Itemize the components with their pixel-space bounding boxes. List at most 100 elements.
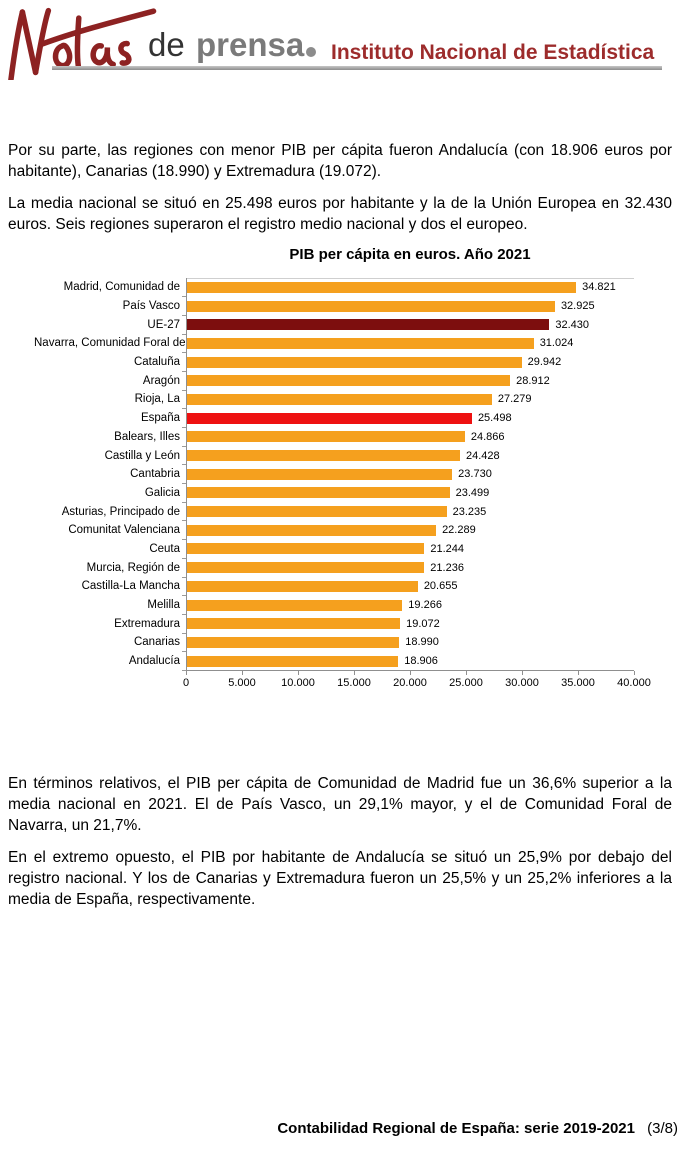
bar bbox=[187, 431, 465, 443]
value-label: 19.072 bbox=[406, 617, 440, 630]
chart-row: Madrid, Comunidad de 34.821 bbox=[34, 278, 634, 297]
category-label: Melilla bbox=[147, 599, 180, 612]
logo-prensa-text: prensa bbox=[196, 26, 305, 63]
chart-row: Comunitat Valenciana 22.289 bbox=[34, 520, 634, 540]
value-label: 32.925 bbox=[560, 300, 595, 313]
paragraph-relative-below: En el extremo opuesto, el PIB por habita… bbox=[8, 848, 672, 908]
chart-row: País Vasco 32.925 bbox=[34, 296, 634, 316]
x-tick bbox=[186, 671, 187, 676]
bar-track: 32.430 bbox=[182, 315, 634, 335]
value-label: 25.498 bbox=[477, 412, 512, 425]
bar bbox=[187, 319, 550, 331]
bar bbox=[187, 393, 492, 405]
x-tick bbox=[634, 671, 635, 676]
footer-page-number: (3/8) bbox=[647, 1120, 678, 1137]
bar-track: 24.428 bbox=[182, 446, 634, 466]
x-tick bbox=[522, 671, 523, 676]
bar bbox=[187, 524, 437, 536]
bar-track: 29.942 bbox=[182, 352, 634, 372]
bar-track: 23.499 bbox=[182, 483, 634, 503]
category-label: Murcia, Región de bbox=[86, 561, 180, 574]
x-tick bbox=[578, 671, 579, 676]
chart-row: Castilla-La Mancha 20.655 bbox=[34, 577, 634, 596]
category-label: Cantabria bbox=[130, 468, 180, 481]
bar-track: 20.655 bbox=[182, 577, 634, 596]
paragraph-national-average: La media nacional se situó en 25.498 eur… bbox=[8, 194, 672, 233]
bar bbox=[187, 468, 453, 480]
category-label: UE-27 bbox=[147, 318, 180, 331]
header-divider bbox=[52, 66, 662, 70]
plot-top-border bbox=[186, 278, 634, 279]
bar bbox=[187, 281, 577, 293]
bar-track: 22.289 bbox=[182, 520, 634, 540]
bar bbox=[187, 356, 522, 368]
category-label: Rioja, La bbox=[134, 393, 180, 406]
value-label: 19.266 bbox=[408, 599, 442, 612]
bar bbox=[187, 300, 555, 312]
bar-chart: Madrid, Comunidad de 34.821 País Vasco 32.9… bbox=[34, 278, 651, 694]
chart-row: Andalucía 18.906 bbox=[34, 651, 634, 671]
value-label: 20.655 bbox=[423, 580, 458, 593]
bar-track: 21.244 bbox=[182, 539, 634, 559]
value-label: 23.499 bbox=[455, 486, 490, 499]
category-label: País Vasco bbox=[122, 300, 180, 313]
chart-title: PIB per cápita en euros. Año 2021 bbox=[289, 246, 531, 263]
bar-track: 23.235 bbox=[182, 502, 634, 522]
value-label: 21.236 bbox=[430, 561, 464, 574]
category-label: Castilla y León bbox=[104, 449, 180, 462]
bar bbox=[187, 618, 401, 630]
chart-x-axis: 0 5.000 10.000 15.000 20.000 25.000 30.000 35.0… bbox=[182, 670, 651, 694]
value-label: 31.024 bbox=[539, 337, 574, 350]
x-tick-label: 0 bbox=[182, 677, 190, 690]
category-label: Balears, Illes bbox=[114, 430, 180, 443]
x-tick-label: 40.000 bbox=[617, 677, 651, 690]
x-tick bbox=[410, 671, 411, 676]
chart-row: Galicia 23.499 bbox=[34, 483, 634, 503]
category-label: Extremadura bbox=[114, 617, 180, 630]
bar bbox=[187, 412, 472, 424]
bar bbox=[187, 487, 450, 499]
bar-track: 27.279 bbox=[182, 390, 634, 409]
chart-row: Melilla 19.266 bbox=[34, 595, 634, 615]
bar-track: 28.912 bbox=[182, 371, 634, 391]
bar-track: 25.498 bbox=[182, 408, 634, 428]
bar bbox=[187, 655, 399, 667]
value-label: 22.289 bbox=[442, 524, 476, 537]
value-label: 24.428 bbox=[465, 449, 500, 462]
category-label: Galicia bbox=[144, 486, 180, 499]
chart-row: España 25.498 bbox=[34, 408, 634, 428]
category-label: Castilla-La Mancha bbox=[81, 580, 180, 593]
bar-track: 19.266 bbox=[182, 595, 634, 615]
bar bbox=[187, 636, 400, 648]
category-label: Comunitat Valenciana bbox=[68, 524, 180, 537]
paragraph-lowest-regions: Por su parte, las regiones con menor PIB… bbox=[8, 141, 672, 180]
bar bbox=[187, 337, 534, 349]
bar-track: 31.024 bbox=[182, 334, 634, 353]
value-label: 34.821 bbox=[582, 281, 616, 294]
x-tick-label: 15.000 bbox=[337, 677, 371, 690]
institution-title: Instituto Nacional de Estadística bbox=[331, 41, 655, 64]
value-label: 28.912 bbox=[516, 374, 550, 387]
chart-row: Asturias, Principado de 23.235 bbox=[34, 502, 634, 522]
bar-track: 23.730 bbox=[182, 464, 634, 484]
chart-row: Murcia, Región de 21.236 bbox=[34, 558, 634, 578]
category-label: Canarias bbox=[133, 636, 180, 649]
category-label: Madrid, Comunidad de bbox=[63, 281, 180, 294]
category-label: Aragón bbox=[142, 374, 180, 387]
chart-row: Rioja, La 27.279 bbox=[34, 390, 634, 409]
bar bbox=[187, 580, 418, 592]
chart-row: Extremadura 19.072 bbox=[34, 614, 634, 634]
paragraph-relative-above: En términos relativos, el PIB per cápita… bbox=[8, 774, 672, 834]
bar-track: 18.990 bbox=[182, 633, 634, 652]
notas-script-logo-icon bbox=[8, 7, 157, 80]
chart-row: Cataluña 29.942 bbox=[34, 352, 634, 372]
chart-row: Ceuta 21.244 bbox=[34, 539, 634, 559]
value-label: 27.279 bbox=[497, 393, 532, 406]
x-tick-label: 25.000 bbox=[449, 677, 483, 690]
x-tick bbox=[242, 671, 243, 676]
value-label: 32.430 bbox=[555, 318, 590, 331]
footer-report-title: Contabilidad Regional de España: serie 2… bbox=[277, 1120, 635, 1137]
category-label: Navarra, Comunidad Foral de bbox=[34, 337, 186, 350]
bar-track: 24.866 bbox=[182, 427, 634, 447]
value-label: 21.244 bbox=[430, 542, 465, 555]
